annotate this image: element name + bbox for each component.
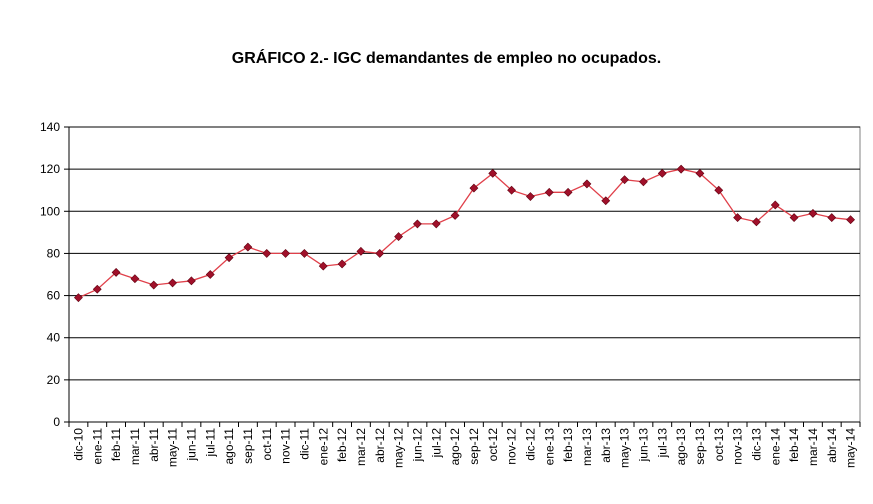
x-tick-label: dic-11 [297, 428, 311, 460]
data-point [243, 242, 253, 252]
data-point [262, 249, 272, 258]
x-tick-label: may-12 [392, 428, 406, 468]
data-point [563, 187, 573, 197]
data-point [375, 249, 385, 258]
x-tick-label: ago-11 [222, 428, 236, 465]
x-tick-label: abr-13 [599, 428, 613, 463]
data-point [846, 215, 856, 225]
x-tick-label: mar-13 [580, 428, 594, 466]
x-tick-label: feb-13 [561, 428, 575, 462]
x-tick-label: jul-11 [203, 428, 217, 458]
x-tick-label: dic-10 [71, 428, 85, 461]
x-tick-label: ene-14 [768, 428, 782, 466]
data-point [582, 179, 592, 189]
x-tick-label: sep-12 [467, 428, 481, 465]
data-point [488, 168, 498, 178]
data-point [544, 187, 554, 197]
x-tick-label: sep-11 [241, 428, 255, 464]
data-point [337, 259, 347, 269]
x-tick-label: feb-12 [335, 428, 349, 462]
y-tick-label: 140 [40, 120, 60, 134]
x-tick-label: may-14 [844, 428, 858, 468]
x-tick-label: may-11 [166, 428, 180, 467]
data-point [281, 249, 291, 258]
data-point [620, 175, 630, 185]
x-tick-label: jun-13 [636, 428, 650, 463]
x-tick-label: ago-13 [674, 428, 688, 466]
x-tick-label: jul-13 [655, 428, 669, 459]
data-point [130, 274, 140, 284]
data-point [356, 246, 366, 256]
chart-title: GRÁFICO 2.- IGC demandantes de empleo no… [231, 50, 662, 67]
data-point [751, 217, 761, 227]
data-point [695, 168, 705, 178]
y-tick-label: 80 [47, 246, 61, 260]
x-tick-label: ene-13 [542, 428, 556, 466]
data-point [469, 183, 479, 193]
data-point [111, 267, 121, 277]
data-point [149, 280, 159, 290]
data-point [601, 196, 611, 206]
x-tick-label: abr-12 [373, 428, 387, 463]
data-point [657, 168, 667, 178]
data-point [168, 278, 178, 288]
x-tick-label: feb-11 [109, 428, 123, 461]
x-tick-label: mar-11 [128, 428, 142, 465]
x-tick-label: abr-14 [825, 428, 839, 463]
data-point [412, 219, 422, 229]
x-tick-label: nov-11 [279, 428, 293, 464]
y-tick-label: 100 [40, 204, 60, 218]
x-tick-label: oct-11 [260, 428, 274, 461]
x-tick-label: mar-14 [806, 428, 820, 466]
data-point [431, 219, 441, 229]
x-tick-label: mar-12 [354, 428, 368, 466]
data-point [73, 293, 83, 303]
x-tick-label: oct-13 [712, 428, 726, 462]
x-tick-label: ene-12 [316, 428, 330, 466]
data-point [827, 213, 837, 223]
plot-frame [68, 126, 861, 423]
x-tick-label: dic-12 [523, 428, 537, 461]
x-tick-label: oct-12 [486, 428, 500, 462]
data-point [224, 253, 234, 263]
x-tick-label: jun-12 [410, 428, 424, 463]
x-tick-label: ago-12 [448, 428, 462, 466]
x-tick-label: dic-13 [749, 428, 763, 461]
y-tick-label: 0 [53, 415, 60, 429]
x-tick-label: jul-12 [429, 428, 443, 459]
data-point [205, 270, 215, 279]
data-point [186, 276, 196, 286]
data-point [676, 164, 686, 174]
x-tick-label: nov-12 [505, 428, 519, 465]
data-point [733, 213, 743, 223]
data-point [808, 208, 818, 218]
x-tick-label: nov-13 [731, 428, 745, 465]
y-tick-label: 20 [47, 373, 61, 387]
data-point [299, 249, 309, 258]
y-tick-label: 60 [47, 289, 61, 303]
data-point [318, 261, 328, 271]
data-point [507, 185, 517, 195]
x-tick-label: jun-11 [184, 428, 198, 462]
x-tick-label: sep-13 [693, 428, 707, 465]
x-tick-label: feb-14 [787, 428, 801, 462]
data-point [92, 284, 102, 294]
y-tick-label: 40 [47, 331, 61, 345]
data-point [770, 200, 780, 210]
x-tick-label: ene-11 [90, 428, 104, 465]
data-point [450, 211, 460, 220]
y-tick-label: 120 [40, 162, 60, 176]
data-point [714, 185, 724, 195]
x-tick-label: may-13 [618, 428, 632, 468]
data-point [525, 192, 535, 201]
x-tick-label: abr-11 [147, 428, 161, 462]
data-point [394, 232, 404, 241]
data-point [789, 213, 799, 223]
data-point [638, 177, 648, 187]
